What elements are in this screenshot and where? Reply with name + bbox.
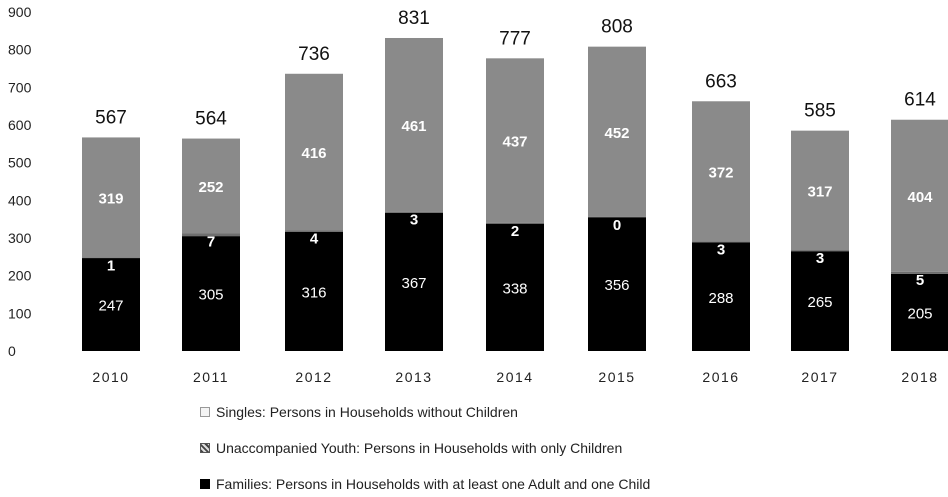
- x-tick-label: 2010: [92, 369, 129, 385]
- bar-segment: [692, 241, 750, 243]
- data-label-families: 367: [401, 275, 426, 292]
- black-square-icon: [200, 479, 210, 489]
- bar-segment: [891, 273, 948, 351]
- y-tick-label: 500: [8, 155, 32, 171]
- bar-segment: [791, 250, 849, 252]
- bar-total-label: 614: [904, 90, 936, 111]
- x-tick-label: 2015: [598, 369, 635, 385]
- bar-segment: [791, 130, 849, 251]
- bar-segment: [82, 257, 140, 351]
- y-tick-label: 900: [8, 4, 32, 20]
- data-label-unaccompanied-youth: 7: [207, 233, 215, 250]
- data-label-families: 205: [907, 305, 932, 322]
- data-label-singles: 404: [907, 189, 933, 206]
- bar-segment: [285, 73, 343, 231]
- data-label-singles: 372: [708, 164, 733, 181]
- hatched-square-icon: [200, 443, 210, 453]
- bar-segment: [588, 216, 646, 351]
- data-label-families: 288: [708, 290, 733, 307]
- y-tick-label: 800: [8, 42, 32, 58]
- legend-item-families: Families: Persons in Households with at …: [200, 476, 650, 492]
- data-label-singles: 452: [604, 125, 629, 142]
- bar-segment: [385, 212, 443, 351]
- y-tick-label: 100: [8, 305, 32, 321]
- x-tick-label: 2013: [395, 369, 432, 385]
- data-label-unaccompanied-youth: 3: [717, 241, 725, 258]
- data-label-families: 305: [198, 287, 223, 304]
- light-square-icon: [200, 407, 210, 417]
- data-label-singles: 437: [502, 134, 527, 151]
- bar-segment: [486, 58, 544, 223]
- bar-total-label: 567: [95, 107, 127, 128]
- y-tick-label: 200: [8, 268, 32, 284]
- bar-segment: [82, 137, 140, 258]
- y-tick-label: 0: [8, 343, 16, 359]
- bar-segment: [588, 46, 646, 217]
- y-tick-label: 600: [8, 117, 32, 133]
- x-tick-label: 2011: [193, 369, 229, 385]
- y-axis: 0 100 200 300 400 500 600 700 800 900: [8, 4, 32, 359]
- x-tick-label: 2018: [901, 369, 938, 385]
- bar-segment: [285, 231, 343, 351]
- data-label-singles: 416: [301, 145, 326, 162]
- legend-item-singles: Singles: Persons in Households without C…: [200, 404, 518, 420]
- bar-segment: [588, 216, 646, 218]
- bar-total-label: 585: [804, 101, 836, 122]
- data-label-families: 247: [98, 297, 123, 314]
- bar-total-label: 736: [298, 44, 330, 65]
- bar-segment: [486, 222, 544, 224]
- bar-segment: [182, 236, 240, 351]
- data-label-singles: 461: [401, 118, 426, 135]
- bar-segment: [385, 37, 443, 212]
- data-label-families: 316: [301, 284, 326, 301]
- y-tick-label: 400: [8, 192, 32, 208]
- bar-segment: [891, 119, 948, 272]
- legend-label-families: Families: Persons in Households with at …: [216, 476, 651, 492]
- y-tick-label: 700: [8, 79, 32, 95]
- bars: 2471319567305725256431644167363673461831…: [82, 8, 948, 351]
- data-label-unaccompanied-youth: 5: [916, 272, 924, 289]
- legend-label-singles: Singles: Persons in Households without C…: [216, 404, 518, 420]
- x-tick-label: 2017: [801, 369, 838, 385]
- data-label-unaccompanied-youth: 3: [816, 250, 824, 267]
- data-label-unaccompanied-youth: 2: [511, 223, 519, 240]
- bar-segment: [891, 271, 948, 274]
- data-label-singles: 317: [807, 183, 832, 200]
- bar-segment: [692, 242, 750, 351]
- x-tick-label: 2016: [702, 369, 739, 385]
- data-label-unaccompanied-youth: 1: [107, 258, 115, 275]
- x-tick-label: 2014: [496, 369, 533, 385]
- data-label-singles: 319: [98, 191, 123, 208]
- legend-label-unaccompanied-youth: Unaccompanied Youth: Persons in Househol…: [216, 440, 623, 456]
- bar-total-label: 831: [398, 8, 430, 29]
- y-tick-label: 300: [8, 230, 32, 246]
- data-label-families: 265: [807, 294, 832, 311]
- bar-segment: [182, 138, 240, 234]
- bar-segment: [82, 257, 140, 259]
- bar-total-label: 777: [499, 28, 531, 49]
- bar-segment: [791, 251, 849, 351]
- bar-total-label: 663: [705, 71, 737, 92]
- x-tick-label: 2012: [295, 369, 332, 385]
- bar-segment: [182, 233, 240, 237]
- bar-segment: [285, 230, 343, 232]
- bar-segment: [385, 211, 443, 213]
- bar-segment: [692, 101, 750, 242]
- data-label-singles: 252: [198, 179, 223, 196]
- bar-total-label: 808: [601, 17, 633, 38]
- data-label-families: 356: [604, 277, 629, 294]
- bar-segment: [486, 223, 544, 351]
- legend-item-unaccompanied-youth: Unaccompanied Youth: Persons in Househol…: [200, 440, 622, 456]
- data-label-unaccompanied-youth: 0: [613, 217, 621, 234]
- bar-total-label: 564: [195, 109, 227, 130]
- data-label-unaccompanied-youth: 3: [410, 212, 418, 229]
- x-axis: 2010 2011 2012 2013 2014 2015 2016 2017 2018: [92, 369, 938, 385]
- data-label-unaccompanied-youth: 4: [310, 230, 319, 247]
- data-label-families: 338: [502, 280, 527, 297]
